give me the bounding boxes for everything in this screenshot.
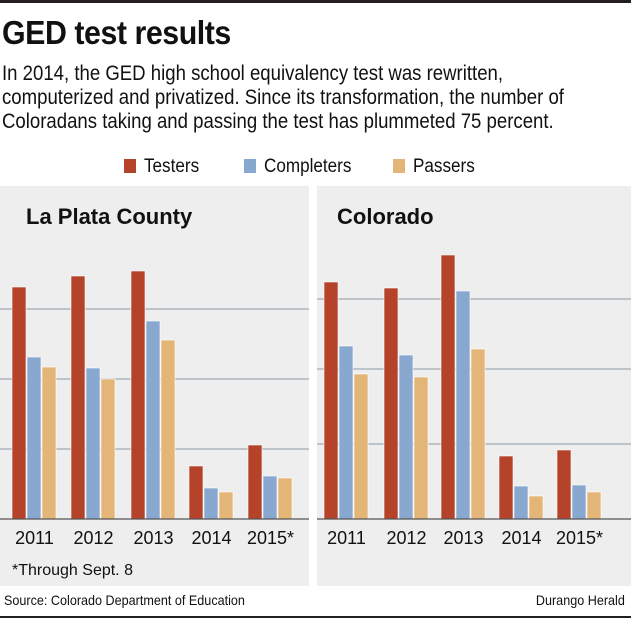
- bar-passers-2015: [277, 477, 293, 520]
- bar-passers-2011: [41, 366, 57, 520]
- bar-passers-2014: [218, 491, 234, 520]
- subtitle-line: Coloradans taking and passing the test h…: [2, 110, 554, 133]
- x-tick-label: 2015*: [556, 528, 603, 548]
- bar-completers-2013: [455, 290, 471, 520]
- bar-passers-2015: [586, 491, 602, 520]
- chart-subtitle: In 2014, the GED high school equivalency…: [2, 62, 622, 134]
- legend-swatch-testers: [124, 159, 136, 173]
- source-note: Source: Colorado Department of Education: [4, 592, 245, 608]
- bar-completers-2015: [262, 475, 278, 520]
- bar-completers-2014: [203, 487, 219, 520]
- bar-testers-2012: [383, 287, 399, 520]
- x-tick-label: 2011: [327, 528, 366, 548]
- bar-testers-2011: [11, 286, 27, 520]
- top-rule: [0, 0, 631, 3]
- bar-completers-2013: [145, 320, 161, 520]
- x-tick-label: 2013: [133, 528, 173, 548]
- legend: Testers Completers Passers: [0, 156, 631, 177]
- bar-completers-2014: [513, 485, 529, 520]
- bar-chart-colorado: Colorado 2011 2012 2013 2014 2015*: [317, 204, 631, 548]
- footnote: *Through Sept. 8: [12, 562, 133, 579]
- bar-passers-2012: [413, 376, 429, 520]
- subtitle-line: computerized and privatized. Since its t…: [2, 86, 564, 109]
- bar-testers-2012: [70, 275, 86, 520]
- panel-title: Colorado: [337, 204, 434, 229]
- legend-label: Testers: [144, 156, 200, 177]
- bar-completers-2011: [338, 345, 354, 520]
- bar-testers-2014: [498, 455, 514, 520]
- x-tick-label: 2011: [15, 528, 54, 548]
- bar-passers-2014: [528, 495, 544, 520]
- x-tick-label: 2014: [501, 528, 541, 548]
- x-tick-label: 2012: [386, 528, 426, 548]
- legend-swatch-passers: [393, 159, 405, 173]
- bar-completers-2011: [26, 356, 42, 520]
- legend-label: Completers: [264, 156, 352, 177]
- chart-panel-colorado: Colorado 2011 2012 2013 2014 2015*: [317, 186, 631, 586]
- panel-title: La Plata County: [26, 204, 193, 229]
- bar-passers-2013: [160, 339, 176, 520]
- legend-swatch-completers: [244, 159, 256, 173]
- x-tick-label: 2014: [191, 528, 231, 548]
- bar-testers-2013: [130, 270, 146, 520]
- bar-testers-2013: [440, 254, 456, 520]
- x-tick-label: 2012: [73, 528, 113, 548]
- x-tick-label: 2013: [443, 528, 483, 548]
- chart-title: GED test results: [2, 14, 231, 51]
- legend-label: Passers: [413, 156, 475, 177]
- chart-panel-la-plata: La Plata County 2011 2012 2013 2014 2015*: [0, 186, 309, 586]
- bar-testers-2011: [323, 281, 339, 520]
- bar-completers-2012: [85, 367, 101, 520]
- bar-passers-2012: [100, 378, 116, 520]
- bar-chart-la-plata: La Plata County 2011 2012 2013 2014 2015*: [0, 204, 309, 548]
- bar-completers-2012: [398, 354, 414, 520]
- bar-passers-2013: [470, 348, 486, 520]
- bar-testers-2014: [188, 465, 204, 520]
- x-tick-label: 2015*: [247, 528, 294, 548]
- subtitle-line: In 2014, the GED high school equivalency…: [2, 62, 504, 85]
- credit: Durango Herald: [536, 592, 625, 608]
- bottom-rule: [0, 616, 631, 618]
- bar-passers-2011: [353, 373, 369, 520]
- bar-completers-2015: [571, 484, 587, 520]
- bar-testers-2015: [556, 449, 572, 520]
- bar-testers-2015: [247, 444, 263, 520]
